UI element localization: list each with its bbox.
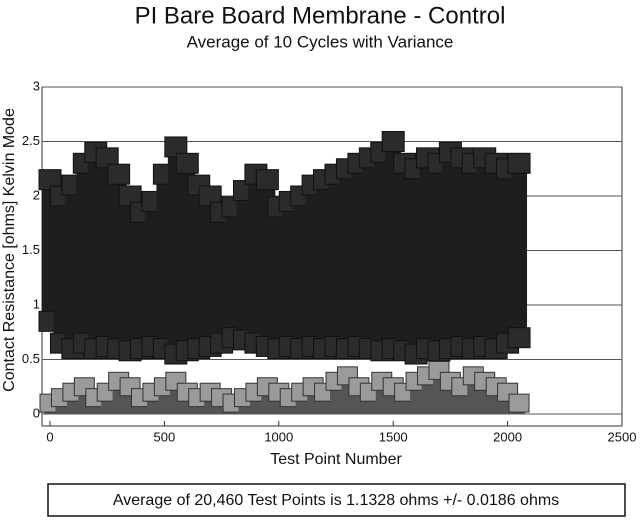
x-axis-label: Test Point Number [270, 451, 402, 468]
variance-bar [421, 375, 434, 414]
chart-subtitle: Average of 10 Cycles with Variance [187, 32, 454, 51]
x-tick-label: 1500 [379, 429, 408, 444]
y-tick-label: 2 [33, 187, 40, 202]
variance-bar [249, 392, 262, 414]
x-tick-label: 2000 [493, 429, 522, 444]
high-marker [507, 152, 531, 174]
footnote: Average of 20,460 Test Points is 1.1328 … [113, 492, 559, 509]
y-axis-label: Contact Resistance [ohms] Kelvin Mode [1, 108, 18, 392]
y-tick-label: 0.5 [22, 351, 40, 366]
variance-bar [501, 392, 514, 414]
high-marker [175, 152, 199, 174]
y-tick-label: 1.5 [22, 242, 40, 257]
y-tick-label: 1 [33, 296, 40, 311]
x-tick-label: 0 [46, 429, 53, 444]
range-band [511, 163, 528, 338]
x-tick-label: 1000 [264, 429, 293, 444]
chart-title: PI Bare Board Membrane - Control [135, 2, 506, 29]
y-tick-label: 3 [33, 78, 40, 93]
y-tick-label: 2.5 [22, 133, 40, 148]
x-tick-label: 2500 [608, 429, 637, 444]
low-marker [507, 327, 531, 349]
y-tick-label: 0 [33, 405, 40, 420]
high-marker [381, 131, 405, 152]
footnote-box [47, 483, 626, 517]
high-marker [107, 163, 131, 185]
high-marker [255, 169, 279, 191]
x-tick-label: 500 [154, 429, 176, 444]
variance-marker [508, 393, 530, 413]
